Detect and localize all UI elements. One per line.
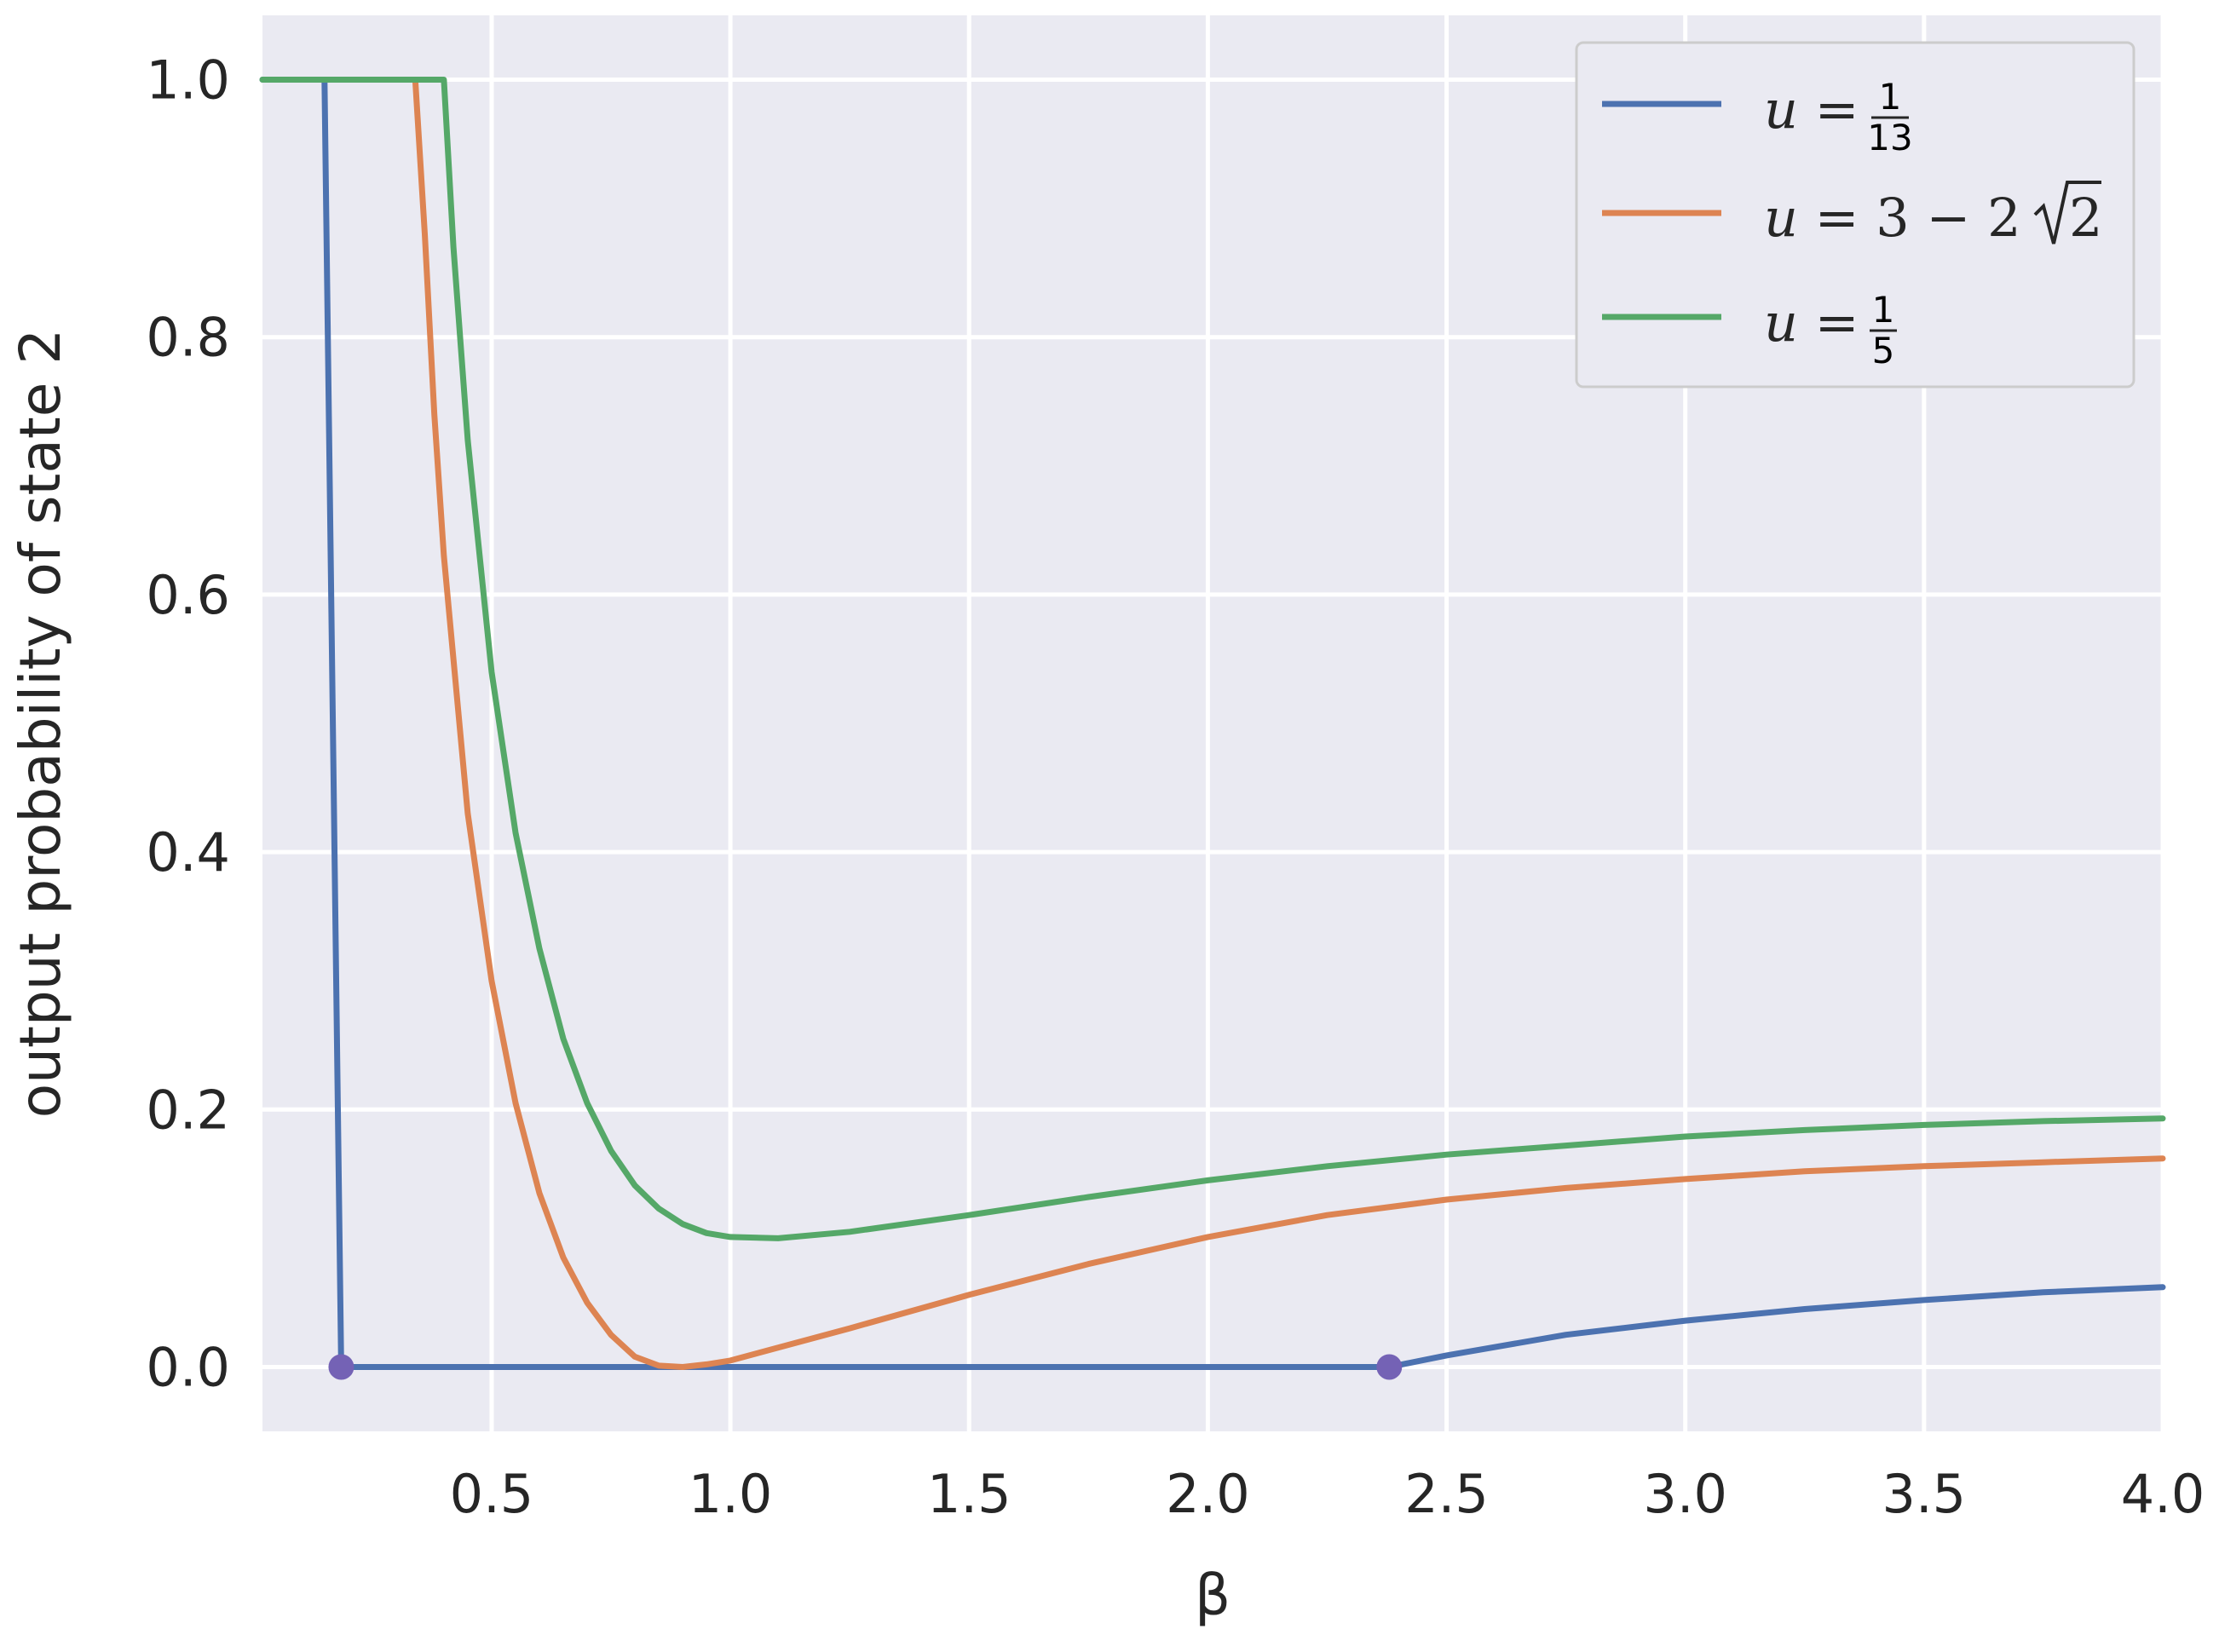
y-tick-label: 0.4 [146, 821, 230, 884]
svg-text:2: 2 [2069, 187, 2102, 249]
y-tick-label: 0.8 [146, 307, 230, 369]
tick-labels: 0.5 1.0 1.5 2.0 2.5 3.0 3.5 4.0 0.0 0.2 0.4 0.6 0.8 1… [146, 49, 2205, 1525]
x-tick-label: 3.5 [1882, 1463, 1967, 1525]
y-tick-label: 0.0 [146, 1336, 230, 1398]
svg-text:1: 1 [1879, 76, 1902, 118]
svg-text:1: 1 [1872, 289, 1895, 331]
legend: u = 1 13 u = 3 − 2 2 u = 1 5 [1575, 41, 2135, 389]
x-tick-label: 2.0 [1166, 1463, 1250, 1525]
series-line-0 [259, 77, 2166, 1370]
svg-text:u =: u = [1764, 291, 1859, 354]
x-tick-label: 0.5 [450, 1463, 534, 1525]
y-axis-label: output probability of state 2 [8, 329, 73, 1119]
y-tick-label: 0.6 [146, 564, 230, 626]
svg-text:u =: u = [1764, 78, 1859, 141]
x-tick-label: 1.5 [927, 1463, 1012, 1525]
marker-layer [328, 1354, 1403, 1380]
svg-text:5: 5 [1872, 330, 1895, 371]
x-axis-label: β [1195, 1563, 1231, 1628]
point-marker-1 [1376, 1354, 1403, 1380]
svg-text:13: 13 [1867, 117, 1912, 158]
legend-label-u-1-13: u = 1 13 [1764, 76, 1913, 158]
x-tick-label: 1.0 [689, 1463, 773, 1525]
svg-text:u = 3 − 2: u = 3 − 2 [1764, 187, 2021, 249]
series-line-1 [412, 77, 2166, 1370]
legend-label-u-3-minus-2sqrt2: u = 3 − 2 2 [1764, 181, 2102, 249]
x-tick-label: 3.0 [1643, 1463, 1727, 1525]
x-tick-label: 2.5 [1404, 1463, 1489, 1525]
y-tick-label: 1.0 [146, 49, 230, 112]
y-tick-label: 0.2 [146, 1079, 230, 1141]
x-tick-label: 4.0 [2121, 1463, 2205, 1525]
legend-box [1575, 41, 2135, 389]
series-layer [259, 77, 2166, 1370]
point-marker-0 [328, 1354, 354, 1380]
legend-label-u-1-5: u = 1 5 [1764, 289, 1897, 371]
series-line-2 [259, 77, 2166, 1241]
